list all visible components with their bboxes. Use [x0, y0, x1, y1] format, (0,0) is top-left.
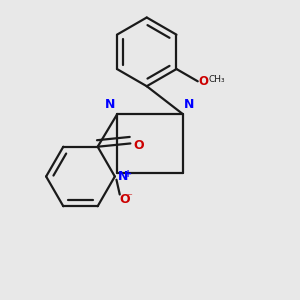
Text: N: N	[184, 98, 195, 111]
Text: O: O	[199, 75, 209, 88]
Text: N: N	[105, 98, 116, 111]
Text: +: +	[124, 169, 132, 179]
Text: ⁻: ⁻	[126, 192, 132, 202]
Text: N: N	[117, 170, 128, 183]
Text: CH₃: CH₃	[208, 75, 225, 84]
Text: O: O	[120, 193, 130, 206]
Text: O: O	[133, 139, 144, 152]
